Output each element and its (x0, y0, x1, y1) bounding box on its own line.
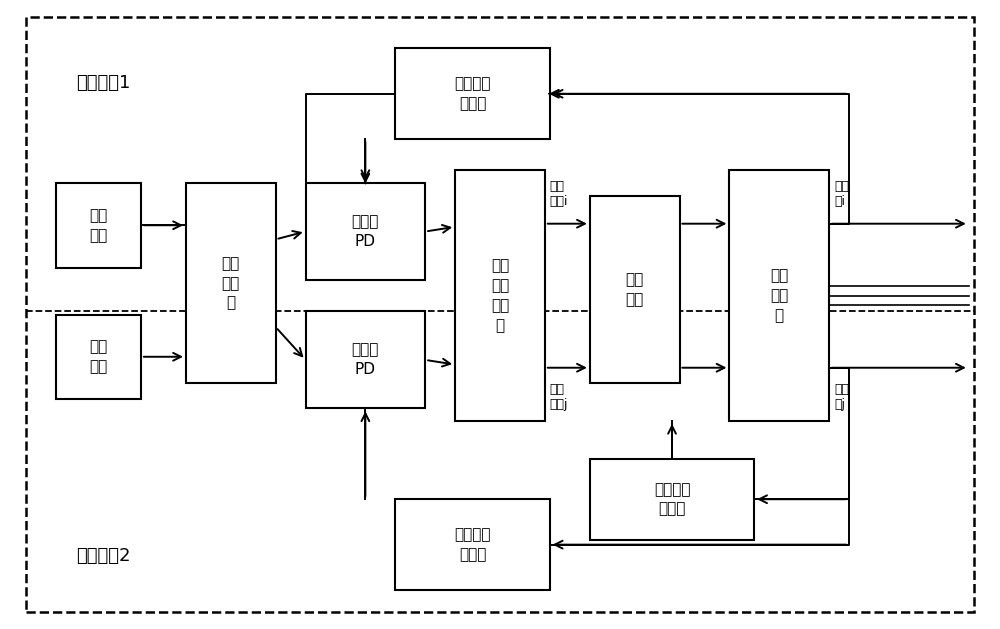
Text: 跟踪
微分
器: 跟踪 微分 器 (222, 256, 240, 311)
Bar (395, 48, 550, 139)
Text: 控制
变量i: 控制 变量i (550, 180, 568, 208)
Text: 控制
量限
制保
护: 控制 量限 制保 护 (491, 259, 509, 333)
Bar (56, 314, 141, 399)
Text: 控制回路1: 控制回路1 (76, 74, 131, 92)
Bar (455, 170, 545, 421)
Bar (590, 196, 680, 384)
Bar (729, 170, 829, 421)
Text: 控制
变量j: 控制 变量j (550, 384, 568, 411)
Bar (306, 311, 425, 408)
Text: 给定
指令: 给定 指令 (89, 340, 108, 374)
Text: 给定
指令: 给定 指令 (89, 208, 108, 243)
Text: 非线性
PD: 非线性 PD (352, 343, 379, 377)
Text: 输出
量j: 输出 量j (834, 384, 849, 411)
Text: 执行
机构: 执行 机构 (626, 272, 644, 307)
Text: 涡扇
发动
机: 涡扇 发动 机 (770, 269, 788, 323)
Text: 限制保护
控制器: 限制保护 控制器 (654, 482, 690, 516)
Text: 扩张状态
观测器: 扩张状态 观测器 (454, 76, 491, 111)
Bar (395, 499, 550, 590)
Text: 扩张状态
观测器: 扩张状态 观测器 (454, 527, 491, 562)
Bar (590, 459, 754, 540)
Text: 控制回路2: 控制回路2 (76, 547, 131, 565)
Bar (306, 183, 425, 280)
Bar (56, 183, 141, 267)
Text: 非线性
PD: 非线性 PD (352, 214, 379, 249)
Bar (186, 183, 276, 384)
Text: 输出
量i: 输出 量i (834, 180, 849, 208)
